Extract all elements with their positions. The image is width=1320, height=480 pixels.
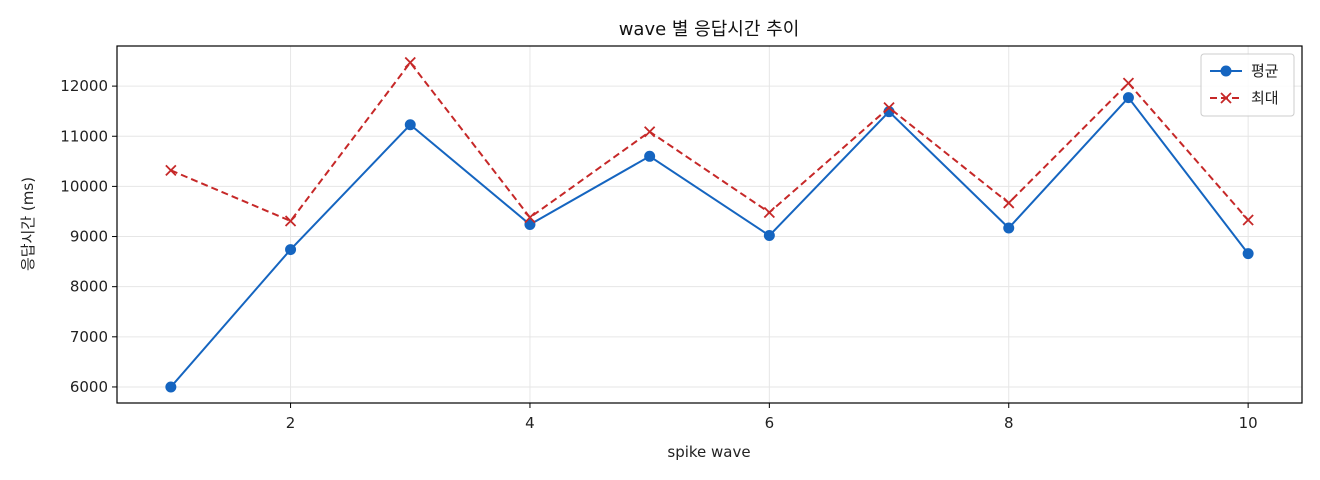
data-point [404, 119, 416, 131]
x-axis-label: spike wave [667, 443, 750, 461]
x-tick-label: 2 [286, 414, 296, 432]
data-point [165, 381, 177, 393]
y-tick-label: 10000 [60, 177, 108, 195]
x-tick-label: 6 [765, 414, 775, 432]
x-axis: 2 4 6 8 10 [286, 403, 1258, 432]
legend-marker [1220, 92, 1232, 104]
y-tick-label: 9000 [70, 228, 108, 246]
data-point [1242, 248, 1254, 260]
series-group [165, 56, 1254, 393]
data-point [644, 126, 656, 138]
data-point [284, 215, 297, 227]
data-point [524, 211, 536, 224]
x-tick-label: 10 [1239, 414, 1258, 432]
grid [117, 46, 1302, 403]
chart-title: wave 별 응답시간 추이 [619, 19, 800, 40]
legend-item: 평균 [1210, 62, 1279, 80]
data-point [1122, 77, 1135, 89]
data-point [883, 102, 895, 114]
y-tick-label: 7000 [70, 328, 108, 346]
data-point [524, 219, 536, 230]
plot-area-frame [116, 45, 1303, 404]
data-point [644, 150, 656, 162]
legend-label: 평균 [1251, 62, 1279, 80]
series-line [170, 60, 1249, 223]
data-point [1003, 197, 1015, 209]
y-tick-label: 6000 [70, 378, 108, 396]
legend-marker [1220, 65, 1232, 77]
legend-box [1200, 53, 1295, 117]
data-point [404, 56, 416, 69]
legend-label: 최대 [1251, 89, 1279, 107]
data-point [1003, 222, 1015, 234]
legend-item: 최대 [1210, 89, 1279, 107]
data-point [763, 206, 775, 219]
series-1 [165, 92, 1254, 393]
series-line [170, 96, 1249, 388]
data-point [763, 230, 775, 242]
series-2 [165, 56, 1254, 227]
y-axis-label: 응답시간 (ms) [19, 177, 37, 271]
data-point [1242, 214, 1254, 226]
y-tick-label: 12000 [60, 77, 108, 95]
x-tick-label: 8 [1004, 414, 1014, 432]
data-point [285, 244, 297, 256]
y-tick-label: 8000 [70, 278, 108, 296]
data-point [1122, 92, 1134, 104]
y-tick-label: 11000 [60, 127, 108, 145]
x-tick-label: 4 [525, 414, 535, 432]
y-axis: 6000 7000 8000 9000 10000 11000 12000 [60, 77, 117, 396]
data-point [165, 164, 177, 176]
